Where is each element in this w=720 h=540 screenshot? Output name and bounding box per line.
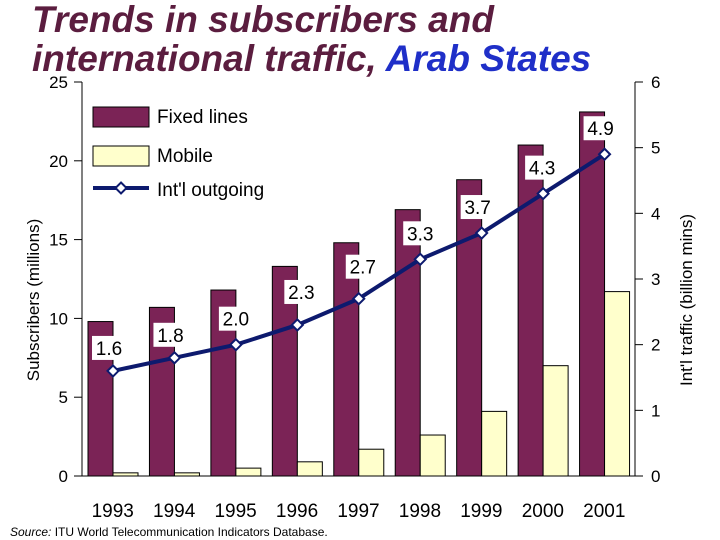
data-label-bg	[284, 279, 319, 304]
legend-swatch-mobile	[92, 145, 150, 167]
right-tick-label: 4	[651, 204, 660, 223]
left-tick-label: 15	[49, 231, 68, 250]
intl-outgoing-data-label: 2.0	[223, 310, 249, 331]
chart-title-highlight: Arab States	[385, 38, 592, 79]
legend: Fixed lines Mobile Int'l outgoing	[92, 106, 264, 201]
x-tick-label: 1996	[276, 501, 318, 522]
intl-outgoing-data-label: 3.3	[407, 224, 433, 245]
mobile-bar	[542, 365, 569, 477]
mobile-bar	[604, 291, 631, 477]
mobile-bar	[358, 448, 385, 477]
x-tick-label: 1999	[460, 501, 502, 522]
intl-outgoing-marker	[351, 291, 366, 306]
intl-outgoing-data-label: 3.7	[464, 198, 490, 219]
right-tick-label: 1	[651, 401, 660, 420]
chart-title-line2-prefix: international traffic,	[32, 38, 386, 79]
x-tick-label: 1995	[214, 501, 256, 522]
source-text: ITU World Telecommunication Indicators D…	[51, 525, 328, 539]
mobile-bar	[419, 434, 446, 477]
intl-outgoing-data-label: 4.9	[587, 119, 613, 140]
mobile-bar	[296, 461, 323, 477]
left-tick-label: 10	[49, 309, 68, 328]
data-label-bg	[525, 155, 560, 180]
data-label-bg	[403, 221, 438, 246]
legend-swatch-fixed-lines	[92, 106, 150, 128]
intl-outgoing-marker	[474, 226, 489, 240]
fixed-lines-bar	[456, 179, 483, 477]
legend-label-fixed-lines: Fixed lines	[157, 107, 248, 128]
x-tick-label: 1998	[399, 501, 441, 522]
left-tick-label: 25	[49, 73, 68, 92]
intl-line-group: 1.6 1.8 2.0 2.3 2.7 3.3 3.7 4.3 4.9	[92, 116, 618, 378]
intl-outgoing-marker	[290, 318, 305, 332]
mobile-bar	[481, 410, 508, 477]
intl-outgoing-data-label: 2.3	[288, 283, 314, 304]
intl-outgoing-marker	[597, 147, 612, 162]
fixed-lines-bar	[394, 209, 421, 477]
right-tick-label: 6	[651, 73, 660, 92]
axes-group: 0 5 10 15 20 25 0 1 2 3 4 5 6 1993 1994 1995 1996 1997 199…	[24, 73, 696, 522]
intl-outgoing-marker	[167, 350, 182, 365]
mobile-bar	[235, 467, 262, 477]
data-label-bg	[153, 322, 188, 347]
intl-outgoing-marker	[106, 364, 120, 378]
intl-outgoing-data-label: 2.7	[350, 258, 376, 279]
data-label-bg	[345, 254, 380, 279]
right-tick-label: 2	[651, 336, 660, 355]
intl-outgoing-data-label: 4.3	[529, 159, 555, 180]
x-tick-label: 2001	[583, 501, 625, 522]
intl-outgoing-data-label: 1.6	[96, 339, 122, 360]
x-tick-label: 2000	[522, 501, 564, 522]
x-tick-label: 1994	[153, 501, 196, 522]
intl-outgoing-marker	[228, 337, 243, 352]
y2-axis-title: Int'l traffic (billion mins)	[677, 214, 696, 386]
data-label-bg	[583, 116, 618, 141]
data-label-bg	[92, 335, 126, 360]
intl-outgoing-marker	[413, 252, 428, 267]
source-note: Source: ITU World Telecommunication Indi…	[10, 525, 328, 539]
left-tick-label: 0	[59, 467, 68, 486]
right-tick-label: 0	[651, 467, 660, 486]
right-tick-label: 3	[651, 270, 660, 289]
legend-label-intl-outgoing: Int'l outgoing	[157, 180, 264, 201]
right-tick-label: 5	[651, 139, 660, 158]
chart-title-line1: Trends in subscribers and	[32, 0, 494, 40]
left-tick-label: 20	[49, 152, 68, 171]
chart-title-line2: international traffic, Arab States	[32, 39, 591, 78]
fixed-lines-bar	[333, 242, 360, 477]
y-axis-title: Subscribers (millions)	[24, 219, 43, 381]
data-label-bg	[460, 195, 495, 220]
x-tick-label: 1993	[92, 501, 134, 522]
intl-outgoing-marker	[536, 186, 551, 201]
intl-outgoing-data-label: 1.8	[157, 326, 183, 347]
chart-title: Trends in subscribers and international …	[32, 0, 591, 78]
legend-label-mobile: Mobile	[157, 146, 213, 167]
left-tick-label: 5	[59, 388, 68, 407]
x-tick-label: 1997	[337, 501, 379, 522]
source-label: Source:	[10, 525, 52, 539]
legend-swatch-intl-marker	[114, 181, 128, 195]
data-label-bg	[218, 306, 253, 331]
